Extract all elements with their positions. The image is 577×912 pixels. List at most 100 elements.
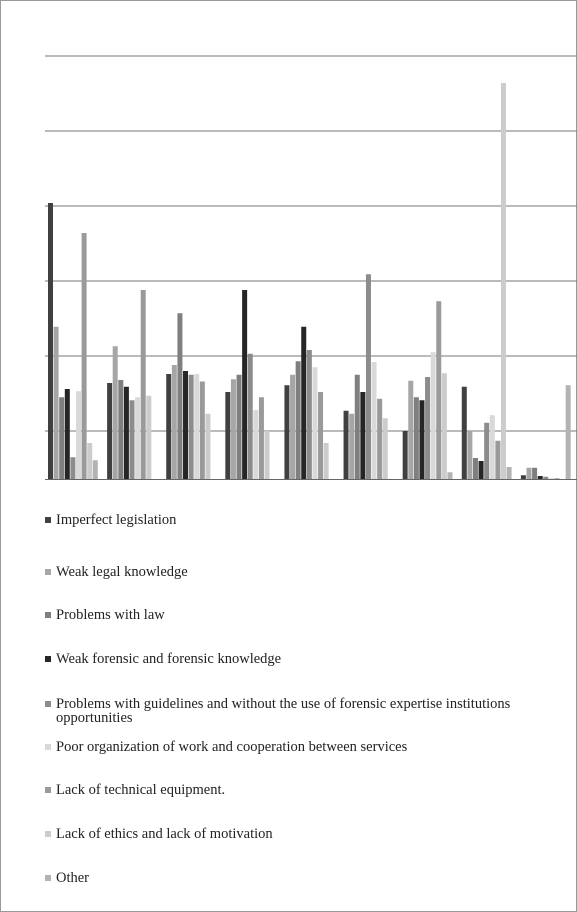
bar (53, 326, 59, 479)
bar (554, 478, 560, 479)
bar (146, 395, 152, 479)
bar (230, 379, 236, 479)
bar (64, 389, 70, 479)
legend-swatch (45, 517, 51, 523)
bar (76, 391, 81, 479)
bar (166, 374, 172, 479)
bar (236, 374, 242, 479)
bar (177, 313, 183, 479)
bar (447, 472, 453, 479)
legend-label: Imperfect legislation (56, 512, 177, 528)
bar (247, 353, 253, 479)
bar (290, 374, 296, 479)
bar (413, 397, 419, 479)
bar (205, 413, 211, 479)
bar (242, 290, 248, 479)
bar (506, 467, 512, 479)
legend-label: Problems with guidelines and without the… (56, 696, 511, 726)
legend-entry: Weak legal knowledge (45, 565, 565, 579)
legend-entry: Problems with law (45, 608, 565, 622)
bar (436, 301, 442, 479)
bar (441, 373, 447, 479)
bar (323, 443, 329, 479)
legend-swatch (45, 612, 51, 618)
bar (225, 392, 231, 479)
bar (258, 397, 264, 479)
bar (425, 377, 431, 479)
bar (129, 400, 135, 479)
legend-entry: Weak forensic and forensic knowledge (45, 652, 565, 666)
legend-label: Lack of technical equipment. (56, 782, 226, 798)
bar (537, 476, 543, 479)
legend-label: Poor organization of work and cooperatio… (56, 739, 408, 755)
legend-entry: Poor organization of work and cooperatio… (45, 740, 565, 754)
legend-entry: Lack of ethics and lack of motivation (45, 827, 565, 841)
bar (526, 467, 532, 479)
bar (543, 476, 549, 479)
legend-swatch (45, 787, 51, 793)
legend-label: Lack of ethics and lack of motivation (56, 826, 273, 842)
bar (306, 350, 312, 479)
legend-label: Other (56, 870, 90, 886)
bar (484, 422, 490, 479)
bar (188, 374, 194, 479)
bar (532, 467, 538, 479)
bar (495, 440, 501, 479)
bar (377, 398, 383, 479)
bar (500, 83, 506, 479)
bar (343, 410, 349, 479)
legend-entry: Other (45, 871, 565, 885)
bar (565, 385, 571, 479)
bar (467, 431, 473, 479)
bar (135, 397, 141, 479)
bar (382, 418, 388, 479)
bar (264, 431, 270, 479)
bar (408, 380, 414, 479)
bar (194, 374, 200, 479)
legend-swatch (45, 744, 51, 750)
bar (48, 203, 53, 479)
legend-entry: Lack of technical equipment. (45, 783, 565, 797)
bar (402, 431, 408, 479)
bar (183, 371, 189, 479)
bar (87, 443, 93, 479)
bar (59, 397, 65, 479)
legend-swatch (45, 569, 51, 575)
legend-label: Problems with law (56, 607, 165, 623)
bar (430, 352, 436, 479)
legend-entry: Imperfect legislation (45, 513, 565, 527)
bar (123, 386, 129, 479)
bar (112, 346, 118, 479)
bar (284, 385, 290, 479)
bar (70, 457, 76, 479)
legend-swatch (45, 656, 51, 662)
bar (360, 392, 366, 479)
bar (312, 367, 318, 479)
bar (461, 386, 467, 479)
bar (520, 475, 526, 479)
bar (301, 326, 307, 479)
bar (253, 410, 259, 479)
bar (199, 381, 205, 479)
bar (472, 458, 478, 479)
bar (140, 290, 146, 479)
bar (107, 383, 113, 479)
legend-swatch (45, 701, 51, 707)
bar (478, 461, 484, 479)
bar (318, 392, 324, 479)
legend-label: Weak forensic and forensic knowledge (56, 651, 282, 667)
bar (354, 374, 360, 479)
bar (81, 233, 87, 479)
bar (419, 400, 425, 479)
legend-swatch (45, 831, 51, 837)
bar (118, 380, 124, 479)
bar (92, 460, 98, 479)
bar (489, 415, 495, 479)
bar (349, 413, 355, 479)
bar (371, 362, 377, 479)
legend-label: Weak legal knowledge (56, 564, 188, 580)
bar (295, 361, 301, 479)
bar (548, 478, 554, 479)
